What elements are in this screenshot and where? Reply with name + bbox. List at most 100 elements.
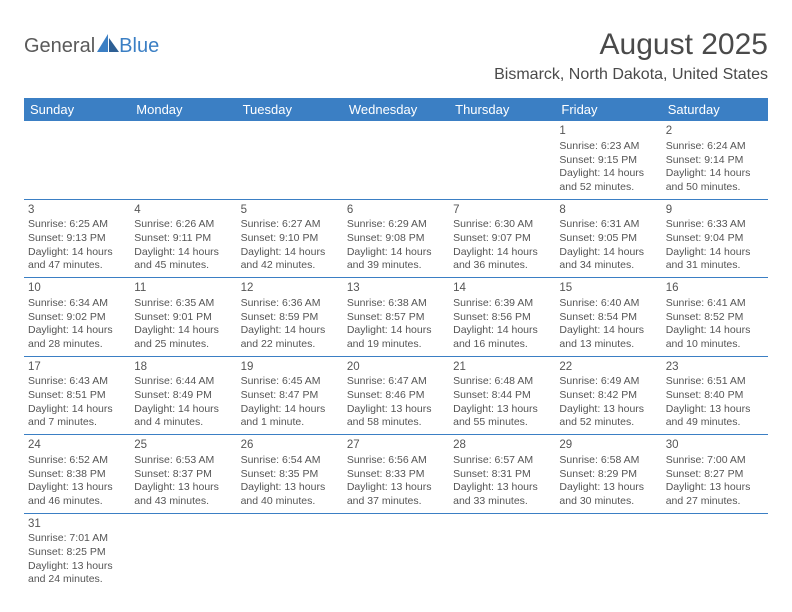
day-cell: 9Sunrise: 6:33 AMSunset: 9:04 PMDaylight… xyxy=(662,200,768,278)
day2-text: and 19 minutes. xyxy=(347,338,445,352)
sunset-text: Sunset: 9:01 PM xyxy=(134,311,232,325)
day-cell: 26Sunrise: 6:54 AMSunset: 8:35 PMDayligh… xyxy=(237,435,343,513)
sunrise-text: Sunrise: 6:43 AM xyxy=(28,375,126,389)
day-cell: 21Sunrise: 6:48 AMSunset: 8:44 PMDayligh… xyxy=(449,357,555,435)
day-number: 5 xyxy=(241,203,339,218)
day-cell: 25Sunrise: 6:53 AMSunset: 8:37 PMDayligh… xyxy=(130,435,236,513)
day2-text: and 28 minutes. xyxy=(28,338,126,352)
week-row: 1Sunrise: 6:23 AMSunset: 9:15 PMDaylight… xyxy=(24,121,768,200)
day-number: 16 xyxy=(666,281,764,296)
empty-cell xyxy=(130,121,236,199)
day1-text: Daylight: 13 hours xyxy=(347,481,445,495)
day-of-week-header: Thursday xyxy=(449,98,555,121)
sunrise-text: Sunrise: 6:27 AM xyxy=(241,218,339,232)
day-cell: 29Sunrise: 6:58 AMSunset: 8:29 PMDayligh… xyxy=(555,435,661,513)
day-number: 2 xyxy=(666,124,764,139)
day-cell: 30Sunrise: 7:00 AMSunset: 8:27 PMDayligh… xyxy=(662,435,768,513)
sunrise-text: Sunrise: 6:54 AM xyxy=(241,454,339,468)
sunrise-text: Sunrise: 6:36 AM xyxy=(241,297,339,311)
day-of-week-header: Monday xyxy=(130,98,236,121)
sunset-text: Sunset: 9:08 PM xyxy=(347,232,445,246)
sunset-text: Sunset: 8:56 PM xyxy=(453,311,551,325)
sunset-text: Sunset: 9:11 PM xyxy=(134,232,232,246)
day-cell: 12Sunrise: 6:36 AMSunset: 8:59 PMDayligh… xyxy=(237,278,343,356)
day-number: 12 xyxy=(241,281,339,296)
sunset-text: Sunset: 9:13 PM xyxy=(28,232,126,246)
day-of-week-header: Sunday xyxy=(24,98,130,121)
day-number: 6 xyxy=(347,203,445,218)
week-row: 10Sunrise: 6:34 AMSunset: 9:02 PMDayligh… xyxy=(24,278,768,357)
title-block: August 2025 Bismarck, North Dakota, Unit… xyxy=(494,28,768,84)
day-cell: 10Sunrise: 6:34 AMSunset: 9:02 PMDayligh… xyxy=(24,278,130,356)
sunset-text: Sunset: 8:49 PM xyxy=(134,389,232,403)
day1-text: Daylight: 14 hours xyxy=(666,324,764,338)
day-of-week-header: Wednesday xyxy=(343,98,449,121)
day2-text: and 39 minutes. xyxy=(347,259,445,273)
day-number: 21 xyxy=(453,360,551,375)
day2-text: and 46 minutes. xyxy=(28,495,126,509)
day1-text: Daylight: 14 hours xyxy=(28,324,126,338)
sunrise-text: Sunrise: 6:35 AM xyxy=(134,297,232,311)
sunset-text: Sunset: 8:27 PM xyxy=(666,468,764,482)
sunset-text: Sunset: 8:29 PM xyxy=(559,468,657,482)
day-cell: 17Sunrise: 6:43 AMSunset: 8:51 PMDayligh… xyxy=(24,357,130,435)
sunset-text: Sunset: 8:25 PM xyxy=(28,546,126,560)
sunrise-text: Sunrise: 6:23 AM xyxy=(559,140,657,154)
day-number: 15 xyxy=(559,281,657,296)
sunset-text: Sunset: 8:47 PM xyxy=(241,389,339,403)
day-cell: 31Sunrise: 7:01 AMSunset: 8:25 PMDayligh… xyxy=(24,514,130,592)
day2-text: and 16 minutes. xyxy=(453,338,551,352)
sunrise-text: Sunrise: 6:25 AM xyxy=(28,218,126,232)
empty-cell xyxy=(449,121,555,199)
day-cell: 14Sunrise: 6:39 AMSunset: 8:56 PMDayligh… xyxy=(449,278,555,356)
day-number: 27 xyxy=(347,438,445,453)
day1-text: Daylight: 13 hours xyxy=(559,481,657,495)
day1-text: Daylight: 14 hours xyxy=(559,246,657,260)
day-cell: 20Sunrise: 6:47 AMSunset: 8:46 PMDayligh… xyxy=(343,357,449,435)
day1-text: Daylight: 14 hours xyxy=(134,246,232,260)
day2-text: and 45 minutes. xyxy=(134,259,232,273)
day2-text: and 33 minutes. xyxy=(453,495,551,509)
sunset-text: Sunset: 8:54 PM xyxy=(559,311,657,325)
day-number: 20 xyxy=(347,360,445,375)
day-number: 9 xyxy=(666,203,764,218)
logo-word2: Blue xyxy=(119,35,159,58)
sunrise-text: Sunrise: 6:26 AM xyxy=(134,218,232,232)
sunset-text: Sunset: 9:04 PM xyxy=(666,232,764,246)
day-of-week-header: Tuesday xyxy=(237,98,343,121)
empty-cell xyxy=(555,514,661,592)
day-cell: 16Sunrise: 6:41 AMSunset: 8:52 PMDayligh… xyxy=(662,278,768,356)
day-cell: 2Sunrise: 6:24 AMSunset: 9:14 PMDaylight… xyxy=(662,121,768,199)
day1-text: Daylight: 13 hours xyxy=(453,403,551,417)
sail-icon xyxy=(97,34,119,52)
day2-text: and 4 minutes. xyxy=(134,416,232,430)
empty-cell xyxy=(343,121,449,199)
day-number: 31 xyxy=(28,517,126,532)
day-cell: 22Sunrise: 6:49 AMSunset: 8:42 PMDayligh… xyxy=(555,357,661,435)
sunrise-text: Sunrise: 6:52 AM xyxy=(28,454,126,468)
day-number: 3 xyxy=(28,203,126,218)
sunrise-text: Sunrise: 6:45 AM xyxy=(241,375,339,389)
day1-text: Daylight: 14 hours xyxy=(347,246,445,260)
sunset-text: Sunset: 8:38 PM xyxy=(28,468,126,482)
sunrise-text: Sunrise: 6:33 AM xyxy=(666,218,764,232)
sunset-text: Sunset: 9:14 PM xyxy=(666,154,764,168)
day2-text: and 52 minutes. xyxy=(559,181,657,195)
sunset-text: Sunset: 9:15 PM xyxy=(559,154,657,168)
sunset-text: Sunset: 8:35 PM xyxy=(241,468,339,482)
sunrise-text: Sunrise: 6:57 AM xyxy=(453,454,551,468)
sunset-text: Sunset: 8:40 PM xyxy=(666,389,764,403)
day1-text: Daylight: 14 hours xyxy=(559,167,657,181)
sunrise-text: Sunrise: 6:30 AM xyxy=(453,218,551,232)
day2-text: and 13 minutes. xyxy=(559,338,657,352)
day2-text: and 27 minutes. xyxy=(666,495,764,509)
day1-text: Daylight: 14 hours xyxy=(28,246,126,260)
day-number: 19 xyxy=(241,360,339,375)
header: General Blue August 2025 Bismarck, North… xyxy=(0,0,792,92)
sunset-text: Sunset: 9:07 PM xyxy=(453,232,551,246)
day2-text: and 7 minutes. xyxy=(28,416,126,430)
day1-text: Daylight: 13 hours xyxy=(347,403,445,417)
day-cell: 18Sunrise: 6:44 AMSunset: 8:49 PMDayligh… xyxy=(130,357,236,435)
day-number: 14 xyxy=(453,281,551,296)
day-cell: 6Sunrise: 6:29 AMSunset: 9:08 PMDaylight… xyxy=(343,200,449,278)
